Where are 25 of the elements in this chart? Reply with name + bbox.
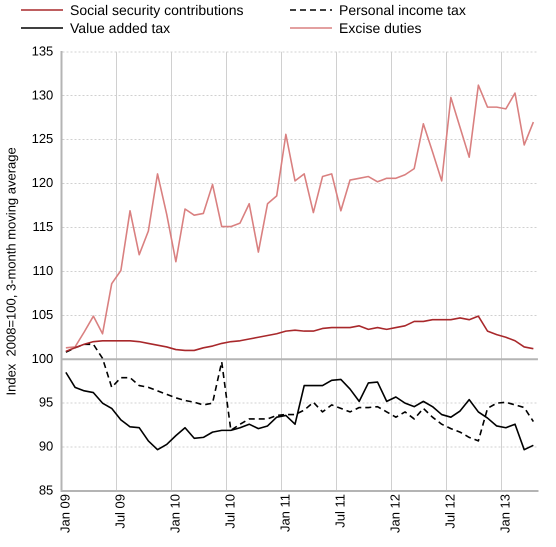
x-tick-label: Jan 10 xyxy=(167,494,182,534)
x-tick-label: Jan 11 xyxy=(277,494,292,532)
legend-label: Value added tax xyxy=(70,20,170,36)
y-tick-label: 125 xyxy=(32,131,54,146)
y-tick-label: 110 xyxy=(32,262,54,278)
y-tick-label: 135 xyxy=(32,43,54,58)
x-tick-label: Jul 11 xyxy=(332,494,348,528)
y-tick-label: 115 xyxy=(32,219,54,234)
y-tick-label: 95 xyxy=(38,394,54,410)
y-axis-title: Index 2008=100, 3-month moving average xyxy=(3,147,18,396)
legend-label: Excise duties xyxy=(339,20,422,36)
x-tick-label: Jan 09 xyxy=(57,494,72,534)
y-tick-label: 100 xyxy=(32,350,54,366)
y-tick-label: 90 xyxy=(38,438,54,454)
x-tick-label: Jan 13 xyxy=(497,494,512,534)
y-tick-label: 120 xyxy=(32,175,54,190)
y-tick-label: 85 xyxy=(38,482,54,498)
y-tick-label: 105 xyxy=(32,306,54,322)
x-tick-label: Jul 10 xyxy=(222,494,238,529)
x-tick-label: Jan 12 xyxy=(387,494,402,534)
legend-label: Social security contributions xyxy=(70,2,244,18)
x-tick-label: Jul 12 xyxy=(442,494,458,529)
x-tick-label: Jul 09 xyxy=(112,494,128,529)
y-tick-label: 130 xyxy=(32,87,54,102)
legend-label: Personal income tax xyxy=(339,2,466,18)
